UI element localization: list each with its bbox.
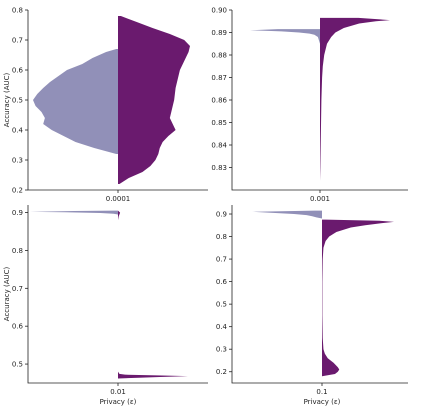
violin-left-half (252, 210, 322, 219)
y-tick-label: 0.86 (211, 97, 227, 105)
y-tick-label: 0.3 (216, 346, 227, 354)
violin-right-half (322, 219, 394, 377)
violin-right-half (320, 17, 390, 181)
violin-right-half (118, 210, 188, 379)
y-tick-label: 0.8 (12, 247, 23, 255)
violin-right-half (118, 16, 190, 184)
y-tick-label: 0.6 (12, 323, 24, 331)
axes-spines (231, 205, 408, 384)
y-tick-label: 0.9 (12, 209, 23, 217)
x-tick-label: 0.01 (110, 388, 126, 396)
y-tick-label: 0.90 (211, 7, 227, 15)
y-tick-label: 0.7 (216, 256, 227, 264)
x-axis-label: Privacy (ε) (304, 398, 341, 406)
y-tick-label: 0.87 (211, 74, 227, 82)
y-tick-label: 0.8 (12, 7, 23, 15)
violin-left-half (33, 49, 118, 154)
y-tick-label: 0.5 (216, 301, 227, 309)
y-tick-label: 0.3 (12, 157, 23, 165)
y-tick-label: 0.83 (211, 164, 227, 172)
violin-left-half (30, 210, 118, 215)
x-axis-label: Privacy (ε) (100, 398, 137, 406)
x-tick-label: 0.001 (310, 195, 330, 203)
y-tick-label: 0.8 (216, 233, 227, 241)
x-tick-label: 0.1 (316, 388, 327, 396)
y-axis-label: Accuracy (AUC) (3, 73, 11, 128)
y-tick-label: 0.5 (12, 97, 23, 105)
y-tick-label: 0.4 (216, 323, 228, 331)
x-tick-label: 0.0001 (106, 195, 131, 203)
panel-bottom-right: 0.2 0.3 0.4 0.5 0.6 0.7 0.8 0.9 0.1 Privacy (ε) (216, 205, 408, 406)
y-tick-label: 0.4 (12, 127, 24, 135)
y-tick-label: 0.88 (211, 52, 227, 60)
y-tick-label: 0.85 (211, 119, 227, 127)
y-tick-label: 0.6 (216, 278, 228, 286)
axes-spines (231, 10, 408, 191)
y-tick-label: 0.7 (12, 37, 23, 45)
panel-top-right: 0.83 0.84 0.85 0.86 0.87 0.88 0.89 0.90 0.001 (211, 7, 408, 203)
y-tick-label: 0.6 (12, 67, 24, 75)
panel-top-left: 0.2 0.3 0.4 0.5 0.6 0.7 0.8 0.0001 Accuracy (AUC… (3, 7, 208, 203)
y-tick-label: 0.9 (216, 211, 227, 219)
y-tick-label: 0.5 (12, 361, 23, 369)
axes-spines (27, 205, 208, 384)
y-tick-label: 0.2 (216, 368, 227, 376)
y-tick-label: 0.84 (211, 142, 227, 150)
panel-bottom-left: 0.5 0.6 0.7 0.8 0.9 0.01 Privacy (ε) Accuracy (… (3, 205, 208, 406)
y-axis-label: Accuracy (AUC) (3, 267, 11, 322)
y-tick-label: 0.89 (211, 29, 227, 37)
violin-left-half (250, 29, 320, 44)
y-tick-label: 0.7 (12, 285, 23, 293)
y-tick-label: 0.2 (12, 187, 23, 195)
